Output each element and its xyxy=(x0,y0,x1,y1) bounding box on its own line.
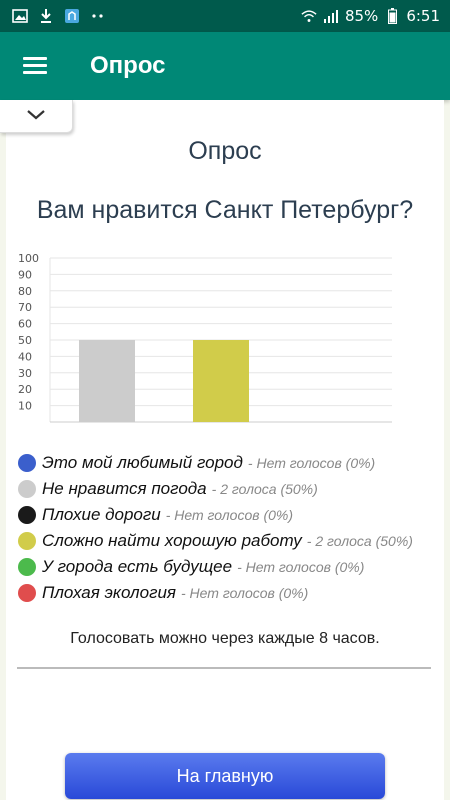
battery-icon xyxy=(384,8,400,24)
app-bar-title: Опрос xyxy=(90,52,166,79)
y-tick-label: 70 xyxy=(18,301,32,314)
legend-votes: - 2 голоса (50%) xyxy=(306,533,413,549)
y-tick-label: 100 xyxy=(18,252,39,265)
more-dots-icon xyxy=(90,8,106,24)
legend-votes: - Нет голосов (0%) xyxy=(247,455,376,471)
content-card xyxy=(6,100,444,800)
bar-4 xyxy=(193,340,249,422)
y-tick-label: 90 xyxy=(18,268,32,281)
legend-item: У города есть будущее - Нет голосов (0%) xyxy=(18,554,438,580)
status-bar: 85% 6:51 xyxy=(0,0,450,32)
legend-item: Плохие дороги - Нет голосов (0%) xyxy=(18,502,438,528)
y-tick-label: 50 xyxy=(18,334,32,347)
bar-2 xyxy=(79,340,135,422)
poll-chart: 10 20 30 40 50 60 70 80 90 100 xyxy=(18,252,392,423)
legend-color-dot xyxy=(18,454,36,472)
vote-interval-note: Голосовать можно через каждые 8 часов. xyxy=(70,630,380,647)
legend-color-dot xyxy=(18,558,36,576)
y-tick-label: 20 xyxy=(18,383,32,396)
legend-votes: - Нет голосов (0%) xyxy=(237,559,365,575)
divider xyxy=(17,667,431,669)
battery-percent: 85% xyxy=(344,7,379,25)
poll-question: Вам нравится Санкт Петербург? xyxy=(36,196,414,224)
poll-legend: Это мой любимый город - Нет голосов (0%) Н… xyxy=(18,450,438,606)
y-tick-label: 60 xyxy=(18,318,32,331)
legend-color-dot xyxy=(18,480,36,498)
page-title: Опрос xyxy=(188,137,262,165)
wifi-icon xyxy=(301,8,317,24)
legend-label: Не нравится погода xyxy=(42,479,207,498)
home-button[interactable]: На главную xyxy=(65,753,385,799)
menu-icon[interactable] xyxy=(23,57,47,75)
notification-icon xyxy=(64,8,80,24)
chevron-down-icon xyxy=(27,107,45,125)
y-tick-label: 40 xyxy=(18,350,32,363)
legend-label: Сложно найти хорошую работу xyxy=(42,531,302,550)
clock: 6:51 xyxy=(406,7,440,25)
legend-votes: - Нет голосов (0%) xyxy=(180,585,309,601)
legend-item: Это мой любимый город - Нет голосов (0%) xyxy=(18,450,438,476)
legend-item: Сложно найти хорошую работу - 2 голоса (5… xyxy=(18,528,438,554)
legend-item: Плохая экология - Нет голосов (0%) xyxy=(18,580,438,606)
legend-label: Плохая экология xyxy=(42,583,176,602)
download-icon xyxy=(38,8,54,24)
legend-label: Плохие дороги xyxy=(42,505,161,524)
y-tick-label: 10 xyxy=(18,400,32,413)
legend-item: Не нравится погода - 2 голоса (50%) xyxy=(18,476,438,502)
app-bar: Опрос xyxy=(0,32,450,100)
legend-votes: - 2 голоса (50%) xyxy=(211,481,318,497)
y-tick-label: 30 xyxy=(18,367,32,380)
legend-color-dot xyxy=(18,584,36,602)
legend-color-dot xyxy=(18,532,36,550)
legend-votes: - Нет голосов (0%) xyxy=(165,507,294,523)
collapse-toggle[interactable] xyxy=(0,100,73,133)
y-tick-label: 80 xyxy=(18,285,32,298)
legend-label: У города есть будущее xyxy=(42,557,233,576)
legend-label: Это мой любимый город xyxy=(42,453,243,472)
image-icon xyxy=(12,8,28,24)
signal-icon xyxy=(323,8,339,24)
legend-color-dot xyxy=(18,506,36,524)
